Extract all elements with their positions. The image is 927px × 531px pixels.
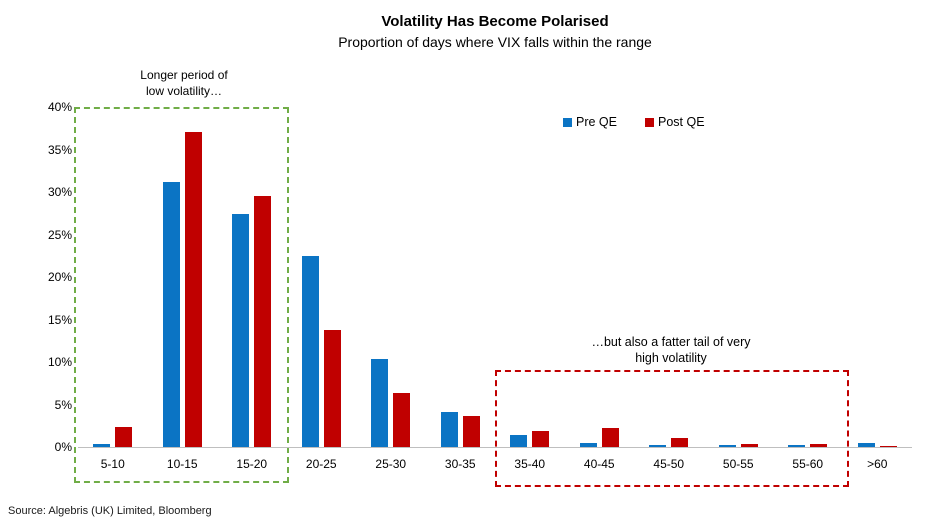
x-axis-label: 20-25 (305, 457, 337, 471)
y-axis-tick-label: 15% (47, 312, 72, 327)
bar-pre-qe (857, 443, 875, 447)
bar-pre-qe (301, 256, 319, 447)
bar-group-10-15: 10-15 (148, 107, 218, 471)
bar-post-qe (115, 427, 133, 447)
y-axis-tick-label: 20% (47, 270, 72, 284)
annotation-high-volatility: …but also a fatter tail of very high vol… (497, 334, 845, 367)
bar-post-qe (254, 196, 272, 447)
bar-post-qe (184, 132, 202, 447)
bar-post-qe (323, 330, 341, 447)
bar-group-30-35: 30-35 (426, 107, 496, 471)
annotation-low-volatility: Longer period of low volatility… (78, 68, 290, 99)
x-axis-label: 25-30 (375, 457, 407, 471)
x-axis-label: 35-40 (514, 457, 546, 471)
bar-group-55-60: 55-60 (773, 107, 843, 471)
x-axis-label: 15-20 (236, 457, 268, 471)
legend-label-post-qe: Post QE (658, 115, 705, 129)
bar-pre-qe (232, 214, 250, 447)
bar-group-35-40: 35-40 (495, 107, 565, 471)
chart-title: Volatility Has Become Polarised (381, 13, 609, 30)
bar-post-qe (879, 446, 897, 447)
bar-post-qe (393, 393, 411, 447)
bar-post-qe (601, 428, 619, 447)
low-volatility-highlight-box (74, 107, 289, 483)
bar-pre-qe (440, 412, 458, 447)
x-axis-label: 55-60 (792, 457, 824, 471)
high-volatility-highlight-box (495, 370, 849, 487)
bar-group-25-30: 25-30 (356, 107, 426, 471)
chart-legend: Pre QE Post QE (563, 115, 705, 129)
bar-post-qe (810, 444, 828, 447)
bar-group-5-10: 5-10 (78, 107, 148, 471)
x-axis-label: 40-45 (583, 457, 615, 471)
legend-item-pre-qe: Pre QE (563, 115, 617, 129)
bar-pre-qe (371, 359, 389, 447)
bar-pre-qe (718, 445, 736, 447)
x-axis-label: >60 (867, 457, 888, 471)
x-axis-label: 50-55 (722, 457, 754, 471)
legend-label-pre-qe: Pre QE (576, 115, 617, 129)
bar-post-qe (740, 444, 758, 447)
bar-pre-qe (510, 435, 528, 447)
bar-group-15-20: 15-20 (217, 107, 287, 471)
x-axis-label: 5-10 (100, 457, 125, 471)
bar-pre-qe (93, 444, 111, 447)
bar-pre-qe (788, 445, 806, 447)
y-axis-tick-label: 0% (54, 440, 72, 454)
annotation-high-volatility-line2: high volatility (635, 351, 707, 366)
y-axis-tick-label: 35% (47, 142, 72, 157)
y-axis: 0% 5% 10% 15% 20% 25% 30% 35% 40% (0, 0, 72, 531)
y-axis-tick-label: 30% (47, 185, 72, 199)
post-qe-swatch-icon (645, 117, 654, 127)
annotation-low-volatility-line2: low volatility… (145, 83, 223, 98)
x-axis-label: 30-35 (444, 457, 476, 471)
bar-group-40-45: 40-45 (565, 107, 635, 471)
bar-group->60: >60 (843, 107, 913, 471)
bar-pre-qe (162, 182, 180, 447)
legend-item-post-qe: Post QE (645, 115, 705, 129)
y-axis-tick-label: 10% (47, 355, 72, 369)
x-axis-label: 10-15 (166, 457, 198, 471)
bar-post-qe (462, 416, 480, 447)
x-axis-label: 45-50 (653, 457, 685, 471)
y-axis-tick-label: 40% (47, 100, 72, 114)
y-axis-tick-label: 25% (47, 227, 72, 242)
bar-pre-qe (649, 445, 667, 447)
source-note: Source: Algebris (UK) Limited, Bloomberg (8, 505, 212, 517)
bar-pre-qe (579, 443, 597, 447)
plot-area: 5-10 10-15 15-20 20-25 25-30 30-35 35-40 40-45 4… (78, 107, 913, 471)
y-axis-tick-label: 5% (54, 397, 72, 412)
bar-group-50-55: 50-55 (704, 107, 774, 471)
bar-post-qe (671, 438, 689, 447)
bar-group-20-25: 20-25 (287, 107, 357, 471)
bar-group-45-50: 45-50 (634, 107, 704, 471)
chart-subtitle: Proportion of days where VIX falls withi… (338, 33, 652, 50)
pre-qe-swatch-icon (563, 117, 572, 127)
chart-header: Volatility Has Become Polarised Proporti… (78, 12, 912, 52)
bar-post-qe (532, 431, 550, 447)
annotation-low-volatility-line1: Longer period of (140, 68, 228, 82)
annotation-high-volatility-line1: …but also a fatter tail of very (591, 335, 751, 349)
